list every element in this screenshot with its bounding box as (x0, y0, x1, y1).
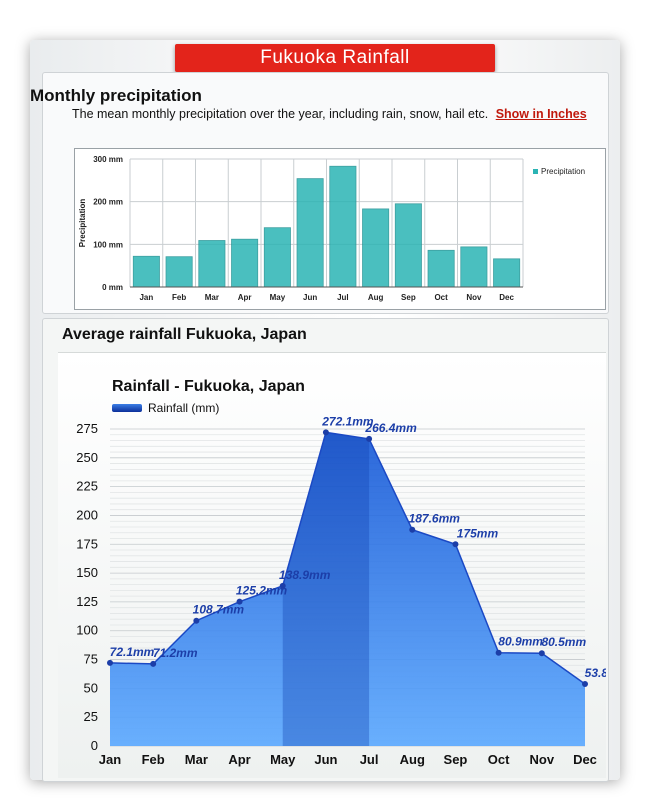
x-tick-label: Dec (573, 752, 597, 767)
data-point (193, 617, 200, 624)
x-tick-label: Nov (466, 293, 482, 302)
x-tick-label: Sep (444, 752, 468, 767)
data-label: 187.6mm (409, 512, 461, 526)
y-tick-label: 75 (84, 652, 98, 667)
y-tick-label: 0 mm (102, 283, 123, 292)
section-title-average: Average rainfall Fukuoka, Japan (62, 326, 307, 343)
legend-swatch (533, 169, 538, 174)
data-point (322, 429, 329, 436)
y-tick-label: 250 (76, 450, 98, 465)
chart-title: Rainfall - Fukuoka, Japan (112, 378, 305, 395)
x-tick-label: Jan (139, 293, 153, 302)
x-tick-label: Aug (368, 293, 384, 302)
y-tick-label: 200 (76, 507, 98, 522)
x-tick-label: Mar (185, 752, 208, 767)
legend-swatch (112, 404, 142, 412)
bar (231, 238, 259, 288)
rainfall-line (109, 431, 586, 685)
x-tick-label: Mar (205, 293, 219, 302)
data-point (150, 660, 157, 667)
x-tick-label: Aug (400, 752, 425, 767)
x-tick-label: May (270, 752, 296, 767)
x-tick-label: Jan (99, 752, 121, 767)
x-tick-label: May (270, 293, 286, 302)
y-tick-label: 0 (91, 738, 98, 753)
x-tick-label: Jun (303, 293, 317, 302)
bar (460, 246, 488, 288)
y-tick-label: 100 (76, 623, 98, 638)
y-tick-label: 100 mm (93, 240, 123, 249)
show-in-inches-link[interactable]: Show in Inches (495, 107, 587, 121)
x-tick-label: Jul (360, 752, 379, 767)
data-label: 266.4mm (364, 421, 417, 435)
x-tick-label: Oct (488, 752, 510, 767)
data-point (236, 598, 243, 605)
bar (165, 256, 193, 288)
data-label: 125.2mm (236, 584, 288, 598)
data-label: 71.2mm (153, 646, 198, 660)
y-tick-label: 225 (76, 479, 98, 494)
legend-label: Precipitation (541, 167, 585, 176)
data-point (409, 526, 416, 533)
data-label: 72.1mm (110, 645, 155, 659)
bar (362, 208, 390, 288)
x-tick-label: Sep (401, 293, 416, 302)
data-point (538, 650, 545, 657)
y-tick-label: 200 mm (93, 198, 123, 207)
x-tick-label: Dec (499, 293, 514, 302)
bar (198, 240, 226, 288)
bar (329, 165, 357, 288)
bar (427, 249, 455, 288)
section-description: The mean monthly precipitation over the … (72, 107, 587, 121)
rainfall-area (110, 432, 585, 746)
data-label: 53.8mm (585, 666, 606, 680)
y-tick-label: 150 (76, 565, 98, 580)
precipitation-bar-chart-frame: 0 mm 100 mm 200 mm 300 mm Jan Feb Mar Apr May Jun… (74, 148, 606, 310)
data-label: 108.7mm (193, 603, 245, 617)
bar (493, 258, 521, 288)
data-point (279, 582, 286, 589)
peak-band (282, 432, 370, 746)
x-tick-label: Jul (337, 293, 349, 302)
x-tick-label: Jun (314, 752, 337, 767)
bar (263, 227, 291, 288)
rainfall-area-chart: Rainfall - Fukuoka, Japan Rainfall (mm) 0 2… (76, 378, 629, 767)
description-text: The mean monthly precipitation over the … (72, 107, 489, 121)
y-tick-label: 275 (76, 421, 98, 436)
data-point (582, 680, 588, 687)
data-point (495, 649, 502, 656)
data-label: 80.5mm (541, 635, 586, 649)
y-tick-label: 125 (76, 594, 98, 609)
banner-title: Fukuoka Rainfall (175, 44, 495, 72)
bar (296, 178, 324, 288)
x-tick-label: Feb (142, 752, 165, 767)
x-tick-label: Apr (228, 752, 250, 767)
data-point (107, 659, 113, 666)
legend-label: Rainfall (mm) (148, 401, 219, 415)
x-tick-label: Apr (238, 293, 252, 302)
data-point (366, 435, 373, 442)
precipitation-bar-chart: 0 mm 100 mm 200 mm 300 mm Jan Feb Mar Apr May Jun… (78, 155, 585, 302)
data-label: 80.9mm (498, 635, 543, 649)
x-tick-label: Nov (530, 752, 555, 767)
data-label: 138.9mm (279, 568, 331, 582)
section-title-monthly: Monthly precipitation (30, 86, 202, 105)
data-label: 272.1mm (321, 414, 374, 428)
data-label: 175mm (457, 526, 499, 540)
y-tick-label: 50 (84, 680, 98, 695)
data-point (452, 541, 459, 548)
y-tick-label: 300 mm (93, 155, 123, 164)
x-tick-label: Oct (434, 293, 448, 302)
y-axis-title: Precipitation (78, 199, 87, 248)
y-tick-label: 25 (84, 709, 98, 724)
x-tick-label: Feb (172, 293, 186, 302)
bar (394, 203, 422, 288)
y-tick-label: 175 (76, 536, 98, 551)
rainfall-area-chart-frame: Rainfall - Fukuoka, Japan Rainfall (mm) 0 2… (58, 352, 630, 778)
bar (132, 255, 160, 288)
